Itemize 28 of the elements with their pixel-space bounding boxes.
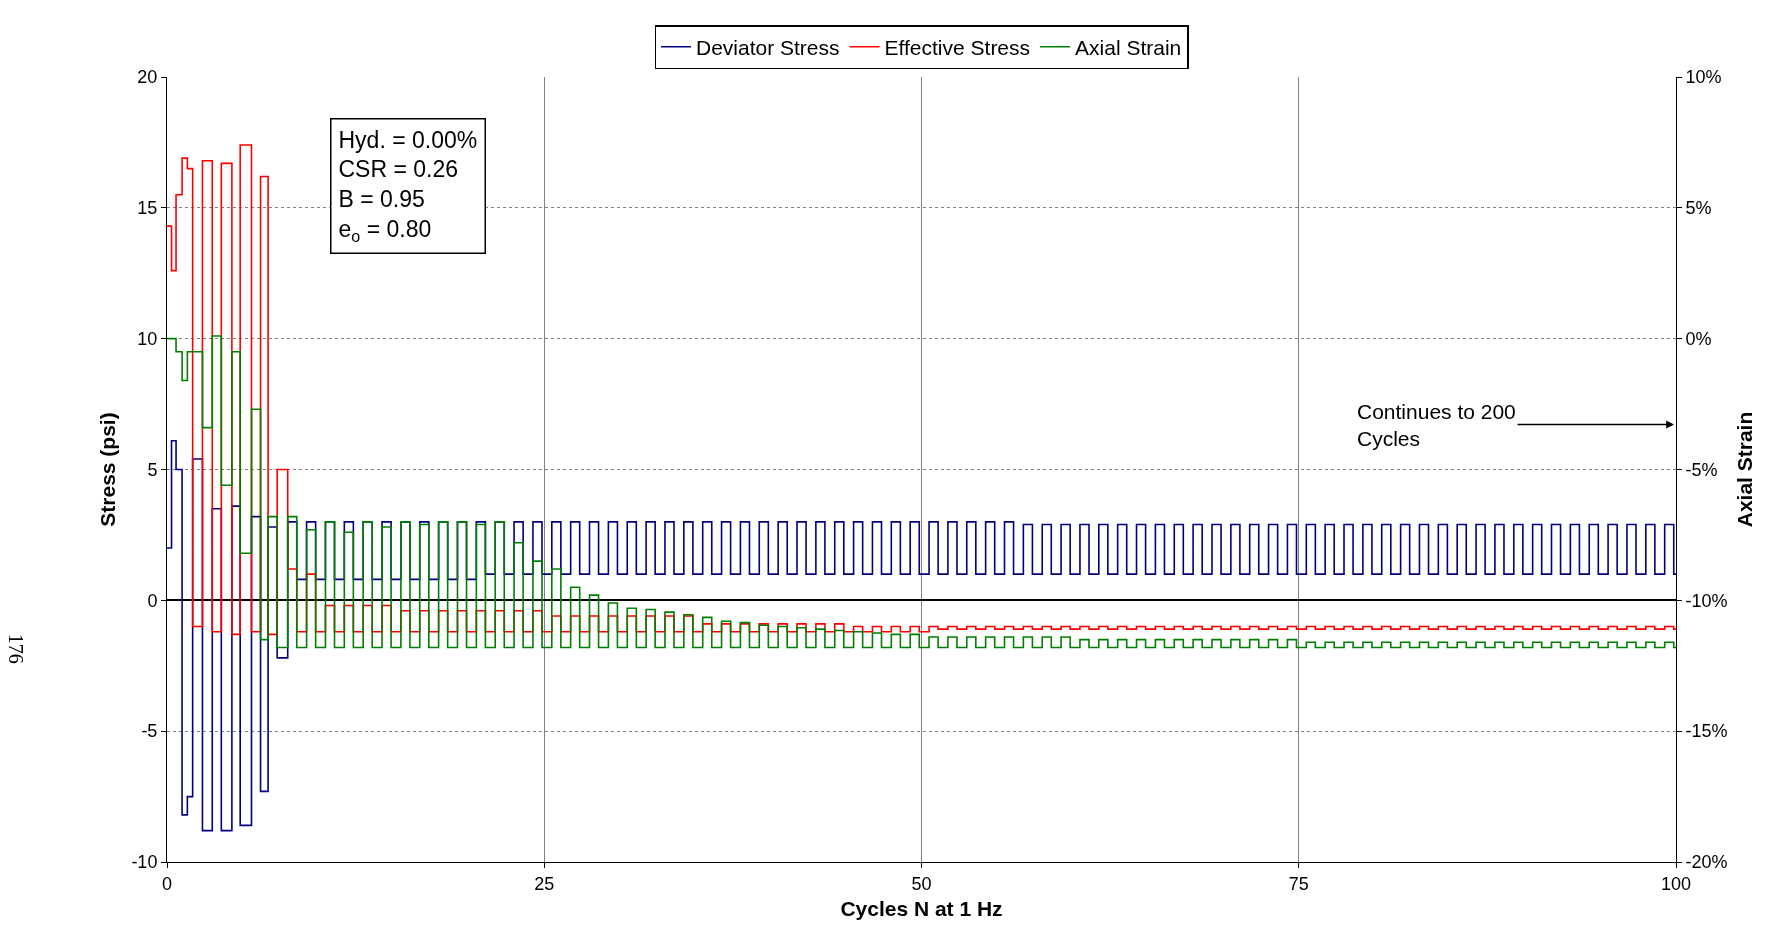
x-tick-label: 100 <box>1660 873 1692 894</box>
y2-tick-label: -5% <box>1685 459 1718 480</box>
x-axis-title: Cycles N at 1 Hz <box>840 896 1003 920</box>
y2-tick-label: 0% <box>1685 328 1712 349</box>
y-tick-label: 15 <box>137 198 158 219</box>
y2-tick-label: 5% <box>1685 198 1712 219</box>
text: 176 <box>4 633 27 664</box>
y-tick-label: 10 <box>137 328 158 349</box>
y-axis-title: Stress (psi) <box>95 412 119 527</box>
y2-tick-label: -20% <box>1685 852 1728 873</box>
legend-label: Axial Strain <box>1075 35 1182 59</box>
y2-tick-label: -10% <box>1685 590 1728 611</box>
x-tick-label: 25 <box>534 873 555 894</box>
y-tick-label: 20 <box>137 67 158 88</box>
y2-tick-label: -15% <box>1685 721 1728 742</box>
y-tick-label: 5 <box>147 459 158 480</box>
y-tick-label: -10 <box>131 852 158 873</box>
y2-axis-title: Axial Strain <box>1732 411 1756 528</box>
y-tick-label: -5 <box>141 721 158 742</box>
x-tick-label: 75 <box>1288 873 1309 894</box>
y2-tick-label: 10% <box>1685 67 1722 88</box>
x-tick-label: 50 <box>911 873 932 894</box>
annotation: Continues to 200 Cycles <box>1357 400 1516 451</box>
annotation: Hyd. = 0.00% CSR = 0.26 B = 0.95 e$_{o}$ = 0.80 <box>338 126 478 246</box>
x-tick-label: 0 <box>161 873 173 894</box>
legend-label: Deviator Stress <box>696 35 840 59</box>
y-tick-label: 0 <box>147 590 158 611</box>
legend-label: Effective Stress <box>884 35 1031 59</box>
